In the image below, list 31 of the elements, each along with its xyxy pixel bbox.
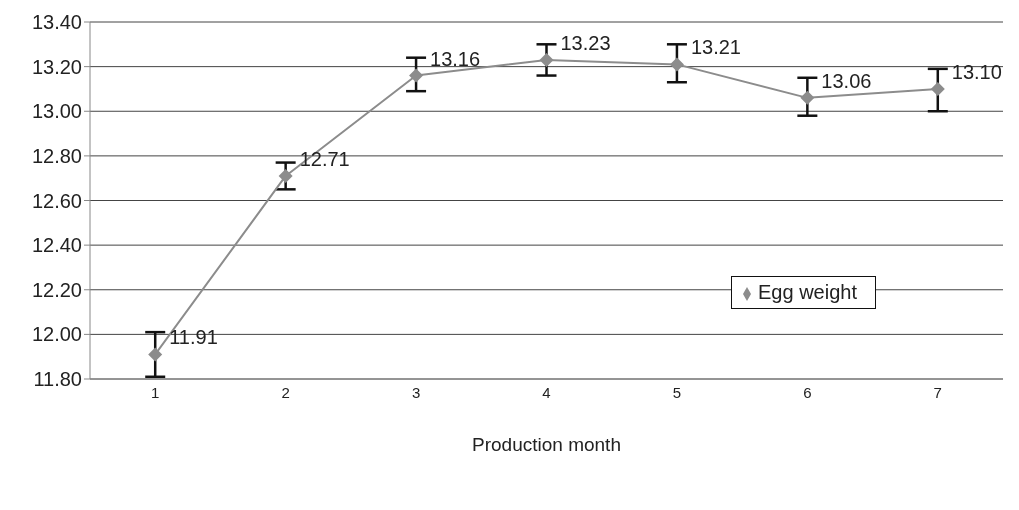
data-label: 13.23 [560,31,611,54]
point [800,90,815,105]
data-label: 12.71 [299,147,350,170]
legend-label: Egg weight [758,281,857,303]
y-tick-label: 12.80 [31,144,82,167]
data-label: 13.16 [430,47,481,70]
y-tick-label: 12.20 [31,278,82,301]
point [669,57,684,72]
y-tick-label: 11.80 [33,368,82,391]
y-tick-label: 13.00 [31,100,82,123]
data-label: 13.21 [690,36,741,59]
x-tick-label: 2 [281,383,290,401]
point [148,347,163,362]
point [930,81,945,96]
x-tick-label: 7 [933,383,942,401]
y-tick-label: 12.00 [31,323,82,346]
point [539,52,554,67]
point [278,168,293,183]
y-tick-label: 13.40 [31,11,82,34]
x-tick-label: 6 [803,383,812,401]
data-label: 13.10 [951,60,1002,83]
y-tick-label: 12.40 [31,234,82,257]
y-tick-label: 12.60 [31,189,82,212]
x-tick-label: 4 [542,383,551,401]
y-tick-label: 13.20 [31,55,82,78]
data-label: 13.06 [821,69,872,92]
x-tick-label: 3 [411,383,421,401]
x-tick-label: 5 [672,383,682,401]
x-axis-title: Production month [472,434,621,455]
point [409,68,424,83]
x-tick-label: 1 [151,383,160,401]
